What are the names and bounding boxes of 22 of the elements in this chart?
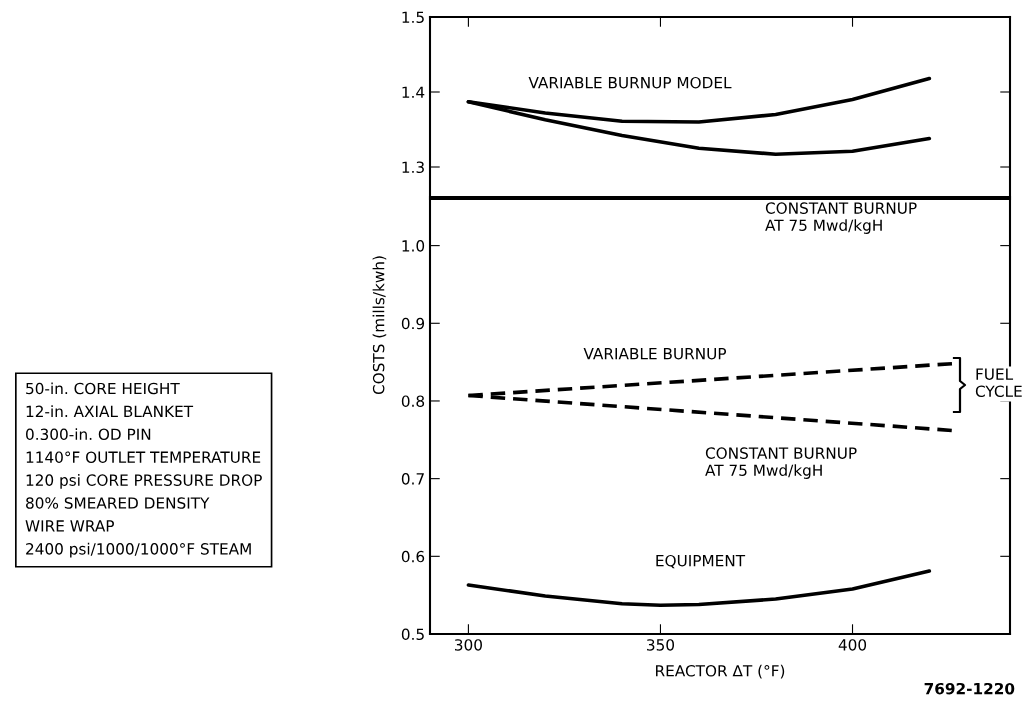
y-axis-title: COSTS (mills/kwh): [372, 256, 387, 395]
text: 7692-1220: [924, 682, 1015, 695]
annotation: CONSTANT BURNUP AT 75 Mwd/kgH: [705, 447, 857, 479]
y-tick-label: 0.7: [401, 473, 424, 485]
y-tick-label: 1.0: [402, 240, 425, 252]
annotation: VARIABLE BURNUP MODEL: [528, 76, 732, 89]
y-tick-label: 0.9: [401, 317, 425, 330]
x-tick-label: 400: [838, 639, 867, 651]
y-tick-label: 0.6: [401, 550, 425, 563]
annotation: FUEL CYCLE: [975, 368, 1022, 397]
y-tick-label: 1.4: [402, 86, 425, 98]
annotation: EQUIPMENT: [656, 554, 746, 569]
y-tick-label: 1.3: [402, 161, 424, 174]
x-axis-title: REACTOR ΔT (°F): [656, 664, 785, 679]
annotation: CONSTANT BURNUP AT 75 Mwd/kgH: [765, 202, 917, 234]
x-tick-label: 300: [454, 639, 482, 651]
annotation: VARIABLE BURNUP: [583, 348, 727, 360]
y-tick-label: 1.5: [402, 11, 424, 24]
y-tick-label: 0.5: [401, 628, 424, 641]
x-tick-label: 350: [647, 639, 675, 651]
text: 50-in. CORE HEIGHT 12-in. AXIAL BLANKET 0.300-in. OD PIN 1140°F OUTLET TEMPERATURE 120 psi CORE PRESSURE DROP 80% SMEARED DENSITY WIRE WRAP 2400 psi/1000/1000°F STEAM: [25, 382, 262, 558]
y-tick-label: 0.8: [401, 395, 425, 407]
